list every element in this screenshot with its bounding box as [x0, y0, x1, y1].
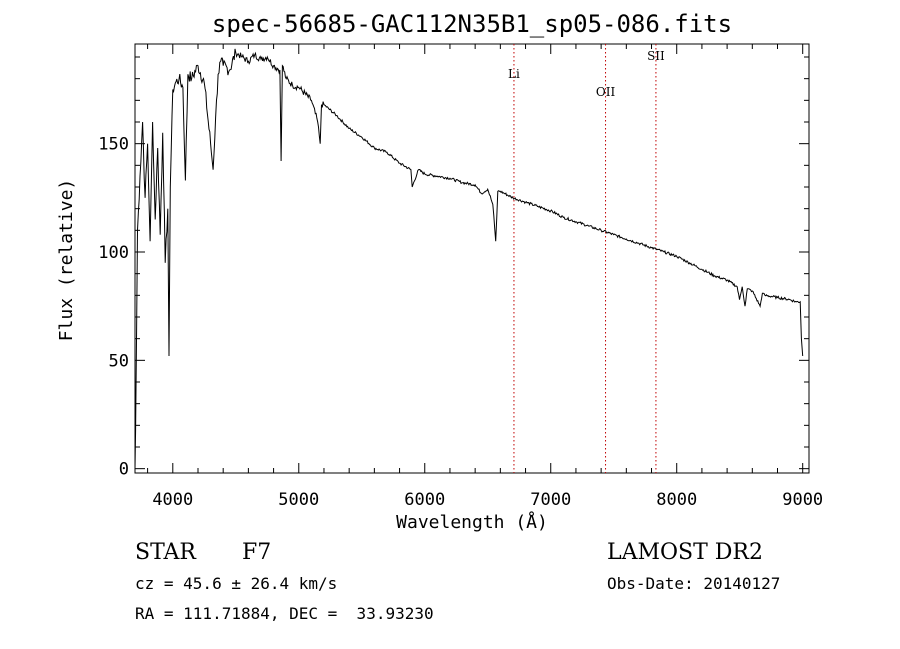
- y-tick-label: 50: [109, 351, 129, 371]
- x-tick-label: 5000: [278, 490, 319, 510]
- plot-frame: [134, 43, 810, 474]
- x-tick-label: 7000: [530, 490, 571, 510]
- survey-name: LAMOST DR2: [607, 540, 763, 565]
- spectrum-line: [134, 48, 804, 469]
- y-tick-label: 100: [98, 243, 129, 263]
- redshift-value: cz = 45.6 ± 26.4 km/s: [135, 574, 338, 593]
- coordinates: RA = 111.71884, DEC = 33.93230: [135, 604, 434, 623]
- x-axis-label: Wavelength (Å): [396, 511, 548, 533]
- x-tick-label: 9000: [782, 490, 823, 510]
- axis-ticks: 4000 5000 6000 7000 8000 9000 0 50 100 150: [98, 44, 823, 510]
- marker-label-sii: SII: [647, 49, 665, 63]
- x-tick-label: 6000: [404, 490, 445, 510]
- marker-label-li: Li: [508, 67, 520, 81]
- y-tick-label: 0: [119, 460, 129, 480]
- marker-label-oii: OII: [596, 85, 616, 99]
- y-tick-label: 150: [98, 135, 129, 155]
- object-subclass: F7: [242, 540, 272, 565]
- y-axis-label: Flux (relative): [56, 179, 77, 342]
- x-tick-label: 8000: [656, 490, 697, 510]
- x-tick-label: 4000: [152, 490, 193, 510]
- emission-markers: Li OII SII: [508, 44, 665, 473]
- object-type: STAR: [135, 540, 196, 565]
- observation-date: Obs-Date: 20140127: [607, 574, 781, 593]
- chart-title: spec-56685-GAC112N35B1_sp05-086.fits: [212, 10, 732, 38]
